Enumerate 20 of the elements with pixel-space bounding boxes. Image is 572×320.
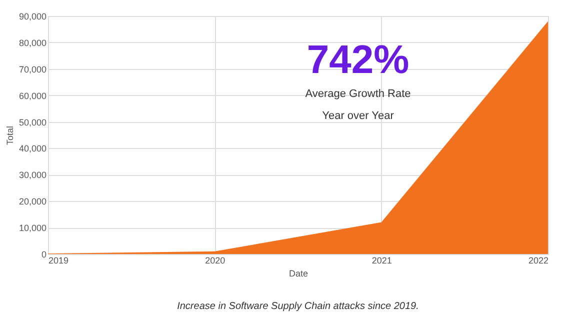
x-tick-label: 2021 (372, 256, 392, 266)
annotation: Year over Year (322, 110, 394, 122)
y-tick-label: 30,000 (18, 170, 46, 180)
y-tick-label: 40,000 (18, 144, 46, 154)
y-tick-label: 60,000 (18, 90, 46, 101)
y-tick-label: 20,000 (18, 196, 46, 207)
x-tick-label: 2020 (205, 256, 226, 266)
y-axis-title: Total (4, 126, 15, 146)
annotation: 742% (306, 38, 410, 82)
x-axis-title: Date (288, 268, 308, 278)
y-tick-label: 0 (41, 250, 46, 260)
annotation: Average Growth Rate (305, 88, 411, 100)
y-tick-label: 10,000 (18, 223, 46, 234)
x-tick-label: 2022 (528, 256, 548, 266)
x-tick-label: 2019 (48, 256, 69, 266)
y-tick-label: 70,000 (18, 64, 46, 74)
y-tick-label: 80,000 (18, 38, 46, 48)
y-tick-label: 50,000 (18, 117, 46, 128)
y-tick-label: 90,000 (18, 12, 46, 22)
text: Increase in Software Supply Chain attacks since 2019. (177, 301, 419, 312)
